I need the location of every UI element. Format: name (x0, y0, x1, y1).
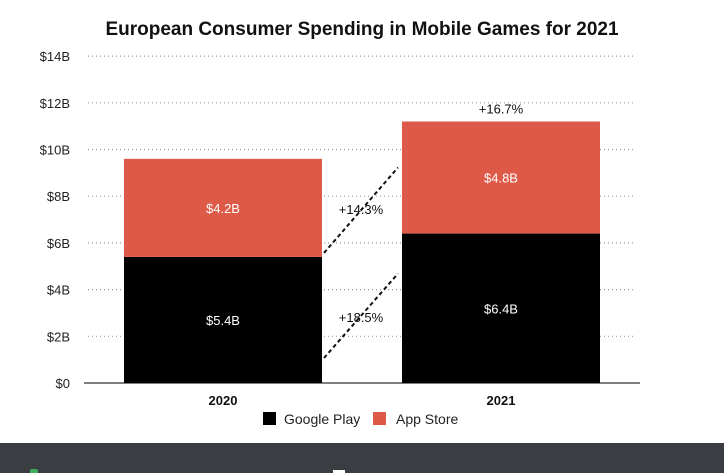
bar-labels: $5.4B $4.2B $6.4B $4.8B (206, 171, 518, 328)
legend-swatch-app-store (373, 412, 386, 425)
y-tick-label: $6B (47, 236, 70, 251)
bar-value-label: $4.2B (206, 201, 240, 216)
google-play-growth-label: +18.5% (339, 310, 384, 325)
google-play-growth-connector (323, 272, 399, 359)
y-tick-label: $4B (47, 283, 70, 298)
y-tick-label: $14B (40, 49, 70, 64)
bar-value-label: $6.4B (484, 301, 518, 316)
legend-label: App Store (396, 411, 458, 427)
y-tick-label: $0 (56, 376, 70, 391)
bar-value-label: $5.4B (206, 313, 240, 328)
legend-label: Google Play (284, 411, 360, 427)
bar-app-store-2020 (124, 158, 322, 257)
app-store-growth-connector (323, 166, 399, 254)
bottom-left-glyph (30, 469, 38, 473)
y-tick-label: $12B (40, 96, 70, 111)
y-tick-label: $10B (40, 143, 70, 158)
bar-google-play-2020 (124, 256, 322, 383)
y-tick-label: $8B (47, 189, 70, 204)
growth-connectors: +14.3% +18.5% +16.7% (323, 101, 524, 359)
bar-app-store-2021 (402, 121, 600, 234)
bottom-bar (0, 443, 724, 473)
x-axis: 2020 2021 (209, 393, 516, 408)
bar-value-label: $4.8B (484, 171, 518, 186)
app-store-growth-label: +14.3% (339, 202, 384, 217)
legend: Google Play App Store (263, 411, 458, 427)
x-category-label: 2021 (487, 393, 516, 408)
bottom-center-glyph (333, 470, 345, 473)
total-growth-label: +16.7% (479, 101, 524, 116)
bar-google-play-2021 (402, 233, 600, 383)
chart-title: European Consumer Spending in Mobile Gam… (105, 19, 619, 40)
x-category-label: 2020 (209, 393, 238, 408)
y-tick-label: $2B (47, 329, 70, 344)
legend-swatch-google-play (263, 412, 276, 425)
bars (124, 121, 600, 383)
